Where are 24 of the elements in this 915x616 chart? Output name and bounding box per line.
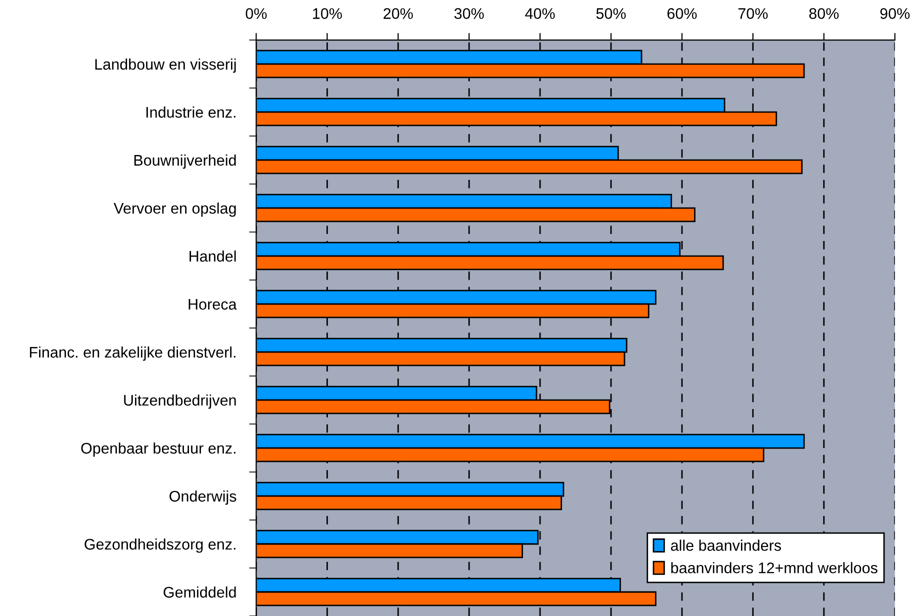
y-tick-label: Gemiddeld [164,586,236,598]
legend-label: alle baanvinders [670,540,782,551]
x-tick-label: 70% [738,8,768,19]
y-tick-label: Handel [190,250,236,262]
y-tick-label: Industrie enz. [146,106,236,118]
y-tick-label: Openbaar bestuur enz. [81,442,236,457]
x-tick-label: 80% [809,8,839,19]
y-tick-label: Onderwijs [170,490,236,505]
x-tick-label: 20% [384,8,413,19]
y-tick-label: Financ. en zakelijke dienstverl. [30,346,236,361]
y-tick-label: Horeca [188,299,237,310]
x-tick-label: 30% [454,8,484,19]
x-tick-label: 60% [667,8,697,19]
y-tick-label: Bouwnijverheid [134,154,236,169]
y-tick-label: Gezondheidszorg enz. [84,538,236,553]
y-tick-label: Vervoer en opslag [114,202,236,217]
legend-label: baanvinders 12+mnd werkloos [671,562,878,574]
y-tick-label: Landbouw en visserij [95,58,236,73]
x-tick-label: 40% [525,8,555,19]
x-tick-label: 90% [880,8,910,19]
x-tick-label: 0% [246,8,267,19]
x-tick-label: 10% [313,8,342,19]
y-tick-label: Uitzendbedrijven [124,394,236,409]
x-tick-label: 50% [596,8,626,19]
